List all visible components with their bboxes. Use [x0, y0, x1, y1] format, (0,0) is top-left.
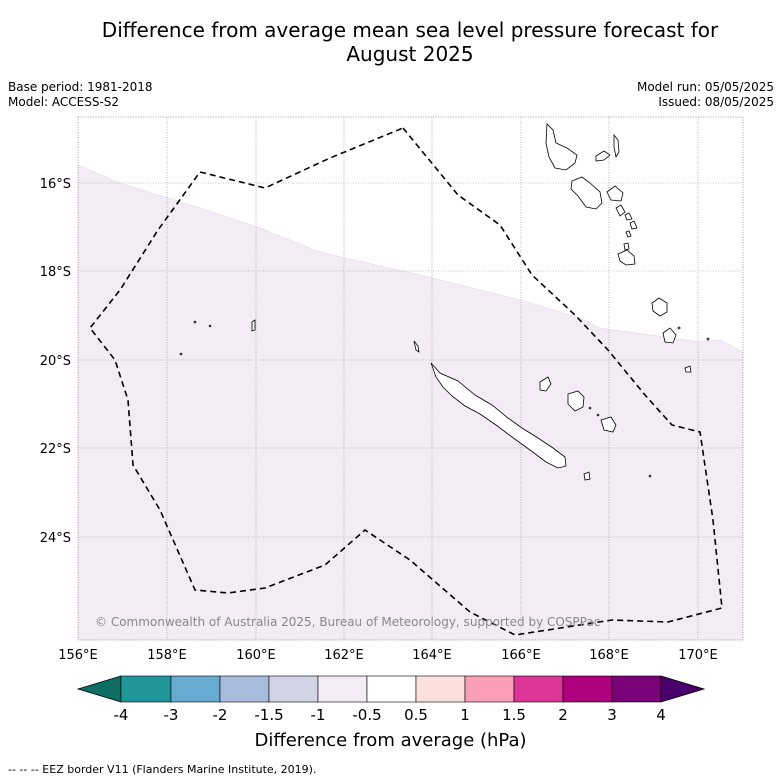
colorbar-tick-labels: -4 -3 -2 -1.5 -1 -0.5 0.5 1 1.5 2 3 4 [114, 706, 666, 724]
eez-footnote: -- -- -- EEZ border V11 (Flanders Marine… [8, 763, 317, 776]
colorbar-tick-label: -2 [213, 706, 228, 724]
lon-labels: 156°E 158°E 160°E 162°E 164°E 166°E 168°… [58, 648, 718, 663]
lon-label-162e: 162°E [324, 648, 364, 663]
lon-label-158e: 158°E [147, 648, 187, 663]
colorbar-tick-label: 2 [558, 706, 568, 724]
anomaly-fill-region [78, 164, 743, 640]
colorbar-segment [513, 675, 564, 703]
colorbar-tick-label: -3 [164, 706, 179, 724]
colorbar-tick-label: -0.5 [352, 706, 381, 724]
lon-label-164e: 164°E [412, 648, 452, 663]
map-title: Difference from average mean sea level p… [60, 18, 760, 66]
lat-label-22s: 22°S [40, 442, 71, 457]
colorbar-tick-label: 1.5 [502, 706, 526, 724]
colorbar-tick-label: -1 [311, 706, 326, 724]
title-line-1: Difference from average mean sea level p… [101, 18, 719, 42]
vanuatu-islands [545, 123, 710, 373]
colorbar-segment [562, 675, 613, 703]
colorbar-tick-label: -1.5 [254, 706, 283, 724]
lat-label-16s: 16°S [40, 177, 71, 192]
lon-label-160e: 160°E [236, 648, 276, 663]
colorbar [76, 675, 706, 703]
model-text: Model: ACCESS-S2 [8, 95, 120, 109]
model-run-text: Model run: 05/05/2025 [636, 80, 774, 94]
lon-label-156e: 156°E [58, 648, 98, 663]
colorbar-segment [170, 675, 221, 703]
gridlines [78, 117, 743, 640]
colorbar-tick-label: 1 [460, 706, 470, 724]
issued-text: Issued: 08/05/2025 [658, 95, 774, 109]
lat-label-20s: 20°S [40, 354, 71, 369]
lon-label-166e: 166°E [501, 648, 541, 663]
colorbar-segment [366, 675, 417, 703]
map-frame [77, 116, 744, 641]
colorbar-segment [317, 675, 368, 703]
lat-label-24s: 24°S [40, 531, 71, 546]
colorbar-segment [415, 675, 466, 703]
colorbar-tick-label: 4 [656, 706, 666, 724]
colorbar-tick-label: 0.5 [404, 706, 428, 724]
eez-border [88, 127, 723, 636]
lon-label-170e: 170°E [678, 648, 718, 663]
colorbar-extend-high [660, 675, 706, 703]
colorbar-tick-label: 3 [607, 706, 617, 724]
info-right: Model run: 05/05/2025 Issued: 08/05/2025 [637, 80, 774, 110]
base-period-text: Base period: 1981-2018 [8, 80, 153, 94]
colorbar-extend-low [76, 675, 122, 703]
colorbar-segment [611, 675, 662, 703]
title-line-2: August 2025 [346, 42, 474, 66]
colorbar-segment [120, 675, 172, 703]
copyright-text: © Commonwealth of Australia 2025, Bureau… [95, 615, 600, 629]
colorbar-title: Difference from average (hPa) [254, 730, 527, 751]
colorbar-tick-label: -4 [114, 706, 129, 724]
colorbar-segment [464, 675, 515, 703]
colorbar-segment [268, 675, 319, 703]
lat-labels: 16°S 18°S 20°S 22°S 24°S [40, 177, 71, 546]
new-caledonia-island [430, 362, 567, 469]
info-left: Base period: 1981-2018 Model: ACCESS-S2 [8, 80, 153, 110]
colorbar-segment [219, 675, 270, 703]
minor-islands [179, 319, 652, 481]
lon-label-168e: 168°E [589, 648, 629, 663]
lat-label-18s: 18°S [40, 265, 71, 280]
